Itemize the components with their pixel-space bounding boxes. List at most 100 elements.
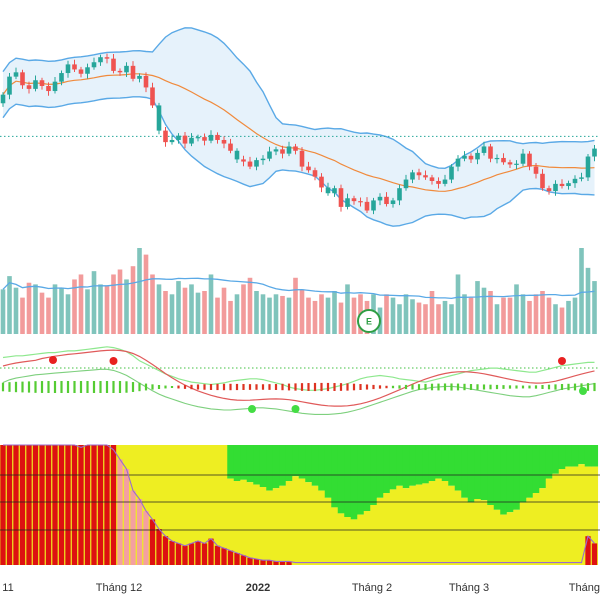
candle-body [195,137,201,139]
candle-body [553,183,558,192]
volume-bar [182,287,188,334]
volume-bar [150,274,155,334]
event-badge[interactable]: E [357,309,381,333]
yellow-zone-bar [584,466,592,565]
volume-bar [533,294,539,334]
candle-body [293,146,298,151]
green-zone-bar [240,445,248,480]
candle-body [221,139,227,144]
yellow-zone-bar [493,509,501,565]
yellow-zone-bar [155,445,163,565]
green-zone-bar [532,445,540,493]
green-zone-bar [591,445,599,467]
moving-average-line [2,73,595,192]
oscillator-histogram-bar [333,383,336,391]
yellow-zone-bar [259,487,267,565]
candle-body [130,65,136,79]
oscillator-histogram-bar [502,385,505,389]
green-zone-bar [506,445,514,513]
yellow-zone-bar [435,478,443,565]
candle-body [137,75,142,79]
green-zone-bar [331,445,339,508]
green-zone-bar [298,445,306,479]
red-strength-bar [6,445,13,565]
candle-body [104,57,110,59]
volume-bar [241,284,246,334]
candle-body [163,130,168,143]
oscillator-histogram-bar [105,381,109,393]
green-zone-bar [337,445,345,514]
volume-bar [169,294,175,334]
volume-bar [488,291,493,334]
red-strength-bar [123,469,130,565]
candle-body [371,200,376,211]
volume-bar [46,297,51,334]
oscillator-histogram-bar [424,383,427,391]
candle-body [46,85,51,92]
yellow-zone-bar [214,445,222,565]
yellow-zone-bar [233,481,241,565]
red-strength-bar [19,445,26,565]
green-zone-bar [266,445,274,491]
volume-bar [13,287,19,334]
volume-bar [280,295,285,334]
yellow-zone-bar [201,445,209,565]
candle-body [189,137,194,144]
candle-body [13,72,19,77]
green-zone-bar [415,445,423,485]
volume-bar [351,297,357,334]
oscillator-signal-line [2,349,595,407]
volume-bar [52,284,58,334]
yellow-zone-bar [396,485,404,565]
volume-bar [273,294,279,334]
oscillator-histogram-bar [320,382,323,392]
oscillator-histogram-bar [60,381,63,393]
red-strength-bar [78,445,84,565]
oscillator-histogram-bar [300,383,304,391]
volume-bar [442,300,448,334]
volume-bar [572,297,578,334]
volume-bar [338,302,344,334]
candle-body [442,179,448,184]
oscillator-histogram-bar [404,384,408,390]
candle-body [423,175,428,178]
volume-bar [163,291,168,334]
volume-bar [332,291,337,334]
oscillator-histogram-bar [346,383,349,391]
red-strength-bar [156,529,162,565]
volume-bar [540,291,545,334]
green-zone-bar [324,445,332,498]
oscillator-histogram-bar [489,384,492,390]
candle-body [481,146,487,153]
volume-bar [410,299,415,334]
oscillator-histogram-bar [99,381,102,393]
volume-bar [39,292,45,334]
red-strength-bar [182,545,188,565]
red-strength-bar [214,545,221,565]
oscillator-histogram-bar [573,383,577,391]
x-tick-label: Tháng 2 [352,582,392,594]
green-zone-bar [493,445,501,510]
volume-bar [293,277,298,334]
red-strength-bar [143,511,149,565]
candle-body [429,177,435,181]
candle-body [0,94,6,104]
oscillator-histogram-bar [125,381,128,393]
red-strength-bar [585,536,591,565]
volume-bar [319,294,324,334]
oscillator-histogram-bar [21,381,24,393]
volume-bar [325,297,331,334]
volume-bar [423,304,428,334]
yellow-zone-bar [552,473,560,565]
oscillator-histogram-bar [92,381,96,393]
red-strength-bar [208,538,214,565]
candle-body [572,178,578,184]
candle-body [527,153,532,167]
oscillator-histogram-bar [378,385,382,389]
yellow-zone-bar [331,507,339,565]
volume-bar [390,297,396,334]
oscillator-histogram-bar [515,385,518,389]
candle-body [72,64,77,70]
candle-body [566,183,571,187]
